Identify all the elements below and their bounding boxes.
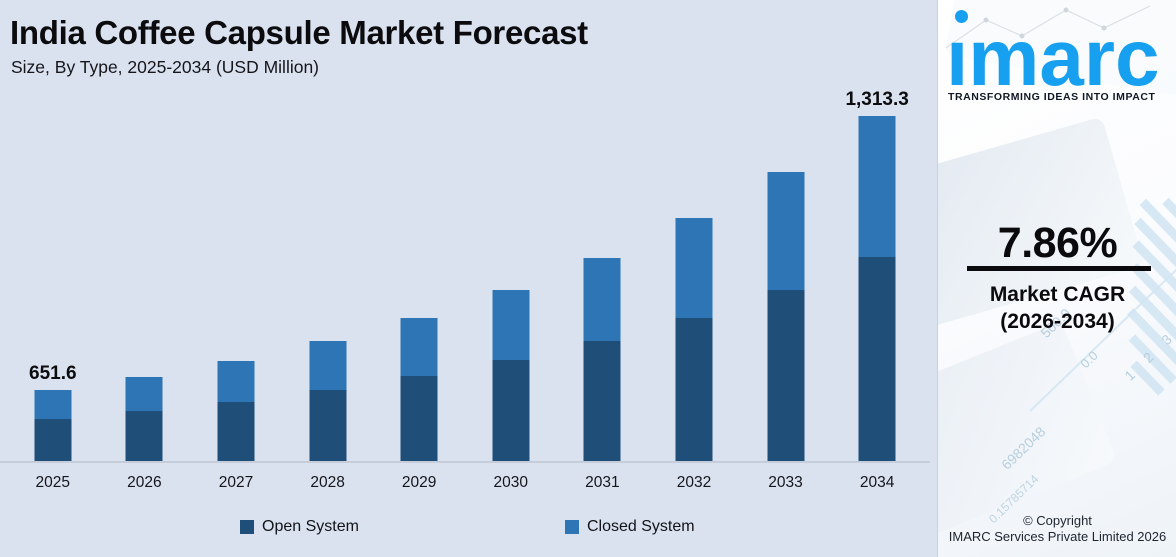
cagr-period: (2026-2034) bbox=[1000, 310, 1115, 333]
x-axis-year-label: 2026 bbox=[127, 474, 162, 491]
bar-value-label: 1,313.3 bbox=[845, 89, 909, 110]
open-system-segment bbox=[309, 390, 347, 461]
chart-legend: Open System Closed System bbox=[0, 518, 937, 542]
closed-system-segment bbox=[217, 361, 255, 402]
chart-subtitle: Size, By Type, 2025-2034 (USD Million) bbox=[11, 57, 320, 77]
x-axis-year-label: 2025 bbox=[35, 474, 71, 491]
cagr-divider bbox=[967, 266, 1151, 271]
x-axis-year-label: 2033 bbox=[768, 474, 803, 491]
bar-column: 2032 bbox=[648, 80, 740, 491]
stacked-bar: 1,313.3 bbox=[845, 89, 909, 461]
closed-system-segment bbox=[583, 258, 621, 341]
stacked-bar bbox=[125, 377, 163, 461]
imarc-logo-dot-icon bbox=[955, 10, 968, 23]
legend-swatch-icon bbox=[240, 520, 254, 534]
stacked-bar bbox=[583, 258, 621, 461]
closed-system-segment bbox=[675, 218, 713, 318]
cagr-value: 7.86% bbox=[997, 219, 1118, 267]
bar-column: 2026 bbox=[99, 80, 191, 491]
bar-column: 2030 bbox=[465, 80, 557, 491]
x-axis-year-label: 2027 bbox=[218, 474, 254, 491]
stacked-bar bbox=[400, 318, 438, 461]
closed-system-segment bbox=[309, 341, 347, 390]
imarc-wordmark: ımarc bbox=[946, 13, 1160, 102]
copyright-line1: © Copyright bbox=[1023, 513, 1092, 528]
stacked-bar bbox=[309, 341, 347, 461]
legend-label: Closed System bbox=[587, 518, 695, 535]
x-axis-year-label: 2032 bbox=[676, 474, 712, 491]
imarc-logo: ımarc TRANSFORMING IDEAS INTO IMPACT bbox=[938, 0, 1176, 110]
closed-system-segment bbox=[125, 377, 163, 411]
legend-item: Closed System bbox=[565, 518, 695, 536]
page-title: India Coffee Capsule Market Forecast bbox=[10, 14, 588, 51]
closed-system-segment bbox=[492, 290, 530, 360]
bar-value-label: 651.6 bbox=[29, 363, 77, 384]
open-system-segment bbox=[34, 419, 72, 461]
bar-column: 2027 bbox=[190, 80, 282, 491]
stacked-bar bbox=[217, 361, 255, 461]
open-system-segment bbox=[675, 318, 713, 461]
bar-column: 2033 bbox=[740, 80, 832, 491]
watermark-number: 0.0 bbox=[1077, 347, 1101, 372]
imarc-tagline: TRANSFORMING IDEAS INTO IMPACT bbox=[948, 91, 1156, 103]
chart-section: India Coffee Capsule Market Forecast Siz… bbox=[0, 14, 937, 542]
copyright-notice: © Copyright IMARC Services Private Limit… bbox=[938, 513, 1176, 545]
open-system-segment bbox=[767, 290, 805, 461]
x-axis-year-label: 2031 bbox=[585, 474, 620, 491]
x-axis-year-label: 2030 bbox=[493, 474, 528, 491]
closed-system-segment bbox=[400, 318, 438, 376]
x-axis-year-label: 2028 bbox=[310, 474, 345, 491]
legend-label: Open System bbox=[262, 518, 359, 535]
stacked-bar: 651.6 bbox=[29, 363, 77, 461]
watermark-number: 6982048 bbox=[998, 423, 1049, 473]
x-axis-line bbox=[0, 461, 930, 463]
legend-swatch-icon bbox=[565, 520, 579, 534]
bar-column: 2031 bbox=[557, 80, 649, 491]
open-system-segment bbox=[125, 411, 163, 461]
plot-area: 651.6 2025 2026 2027 2028 bbox=[7, 80, 923, 491]
bar-column: 2029 bbox=[373, 80, 465, 491]
bar-column: 1,313.3 2034 bbox=[831, 80, 923, 491]
open-system-segment bbox=[583, 341, 621, 461]
cagr-label: Market CAGR bbox=[989, 283, 1126, 306]
open-system-segment bbox=[400, 376, 438, 461]
open-system-segment bbox=[858, 257, 896, 461]
closed-system-segment bbox=[858, 116, 896, 257]
bar-column: 2028 bbox=[282, 80, 374, 491]
closed-system-segment bbox=[34, 390, 72, 419]
legend-item: Open System bbox=[240, 518, 359, 536]
brand-panel: 500.0 0.0 1 2 3 4 6982048 0.15785714 ıma… bbox=[937, 0, 1176, 557]
open-system-segment bbox=[217, 402, 255, 461]
open-system-segment bbox=[492, 360, 530, 461]
closed-system-segment bbox=[767, 172, 805, 290]
copyright-line2: IMARC Services Private Limited 2026 bbox=[948, 529, 1167, 544]
stacked-bar bbox=[767, 172, 805, 461]
stacked-bar bbox=[675, 218, 713, 461]
x-axis-year-label: 2029 bbox=[401, 474, 437, 491]
stacked-bar bbox=[492, 290, 530, 461]
x-axis-year-label: 2034 bbox=[859, 474, 895, 491]
bar-column: 651.6 2025 bbox=[7, 80, 99, 491]
